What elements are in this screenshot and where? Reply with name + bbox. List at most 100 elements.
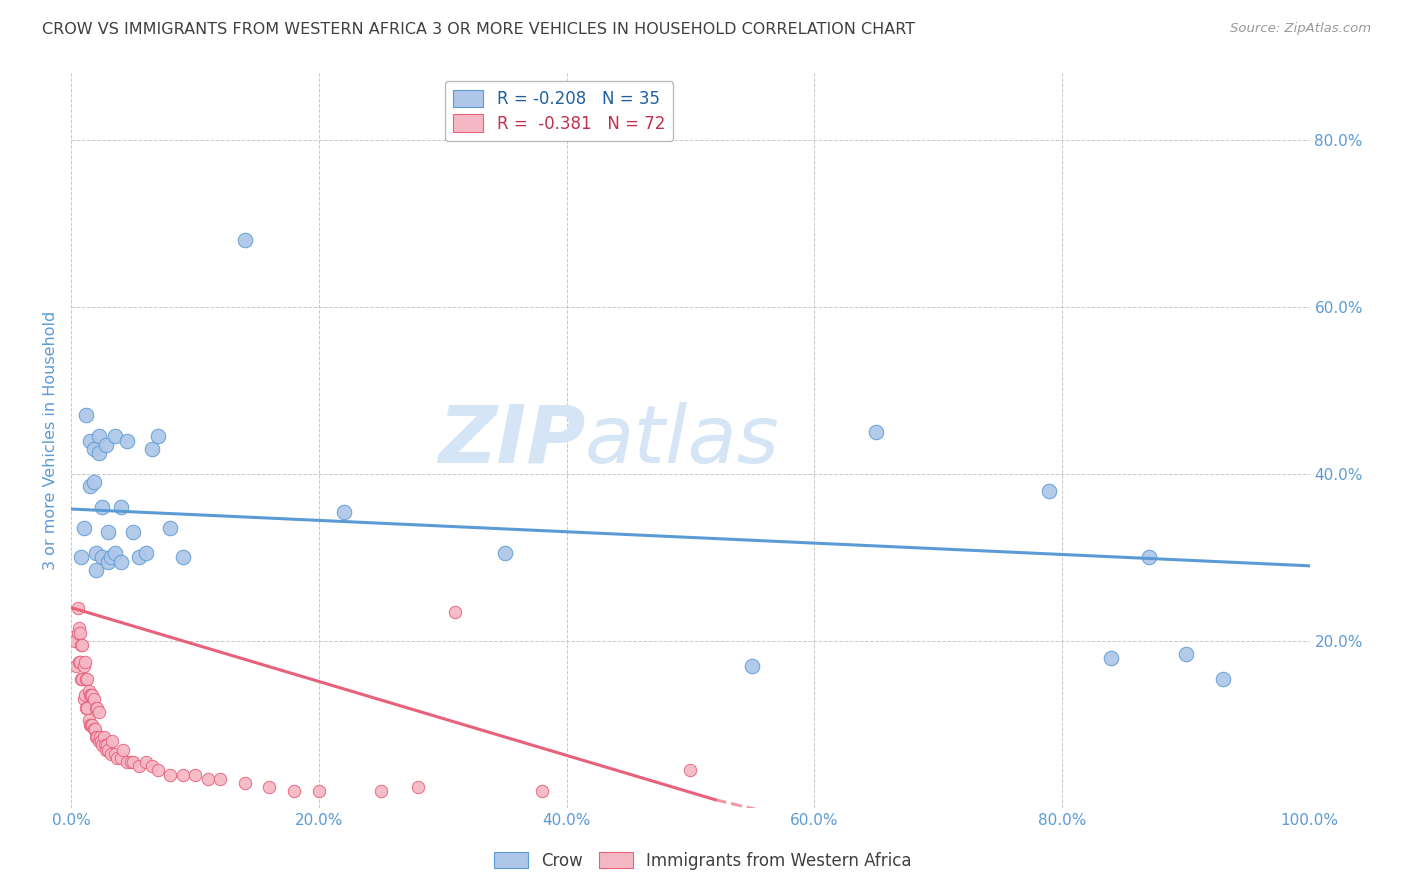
Point (259, 780, 281, 795)
Point (172, 550, 194, 565)
Point (75, 409, 97, 423)
Point (233, 233, 256, 247)
Point (87, 429, 110, 443)
Point (90, 734, 112, 748)
Point (91, 500, 114, 515)
Point (79, 434, 101, 448)
Point (172, 767, 194, 781)
Point (122, 755, 145, 769)
Point (1137, 550, 1160, 565)
Point (75, 672, 97, 686)
Point (83, 722, 105, 736)
Point (67, 655, 90, 669)
Point (530, 784, 553, 798)
Point (128, 759, 150, 773)
Point (865, 425, 887, 440)
Point (70, 550, 93, 565)
Point (93, 730, 115, 744)
Point (120, 755, 142, 769)
Point (100, 747, 122, 761)
Point (1212, 672, 1234, 686)
Point (89, 730, 111, 744)
Point (197, 772, 219, 786)
Point (112, 742, 135, 756)
Point (75, 701, 97, 715)
Point (80, 688, 103, 702)
Point (83, 722, 105, 736)
Point (96, 739, 118, 753)
Point (104, 429, 127, 443)
Point (70, 672, 93, 686)
Point (65, 659, 87, 673)
Point (93, 739, 115, 753)
Point (76, 701, 98, 715)
Point (66, 625, 89, 640)
Point (370, 784, 392, 798)
Point (86, 730, 108, 744)
Point (110, 500, 132, 515)
Point (69, 655, 91, 669)
Point (91, 739, 114, 753)
Point (494, 546, 516, 560)
Point (69, 625, 91, 640)
Point (159, 521, 181, 535)
Point (66, 600, 89, 615)
Point (1174, 647, 1197, 661)
Point (82, 717, 104, 731)
Point (159, 767, 181, 781)
Point (233, 776, 256, 790)
Point (67, 622, 90, 636)
Point (97, 555, 120, 569)
Point (86, 701, 108, 715)
Point (94, 742, 117, 756)
Point (208, 772, 231, 786)
Point (104, 546, 127, 560)
Point (97, 525, 120, 540)
Point (110, 555, 132, 569)
Point (184, 767, 207, 781)
Point (79, 717, 101, 731)
Point (72, 638, 94, 652)
Point (80, 717, 103, 731)
Point (679, 764, 702, 778)
Point (122, 525, 145, 540)
Point (73, 692, 96, 706)
Legend: R = -0.208   N = 35, R =  -0.381   N = 72: R = -0.208 N = 35, R = -0.381 N = 72 (444, 81, 673, 141)
Point (146, 429, 169, 443)
Point (72, 672, 94, 686)
Point (94, 438, 117, 452)
Point (87, 446, 110, 460)
Point (84, 701, 107, 715)
Point (141, 759, 163, 773)
Point (101, 734, 124, 748)
Point (100, 550, 122, 565)
Point (73, 659, 96, 673)
Y-axis label: 3 or more Vehicles in Household: 3 or more Vehicles in Household (44, 311, 58, 570)
Point (115, 434, 138, 448)
Point (84, 563, 107, 577)
Point (1099, 650, 1122, 665)
Point (110, 751, 132, 765)
Point (79, 688, 101, 702)
Point (87, 705, 110, 719)
Point (406, 780, 429, 795)
Point (283, 784, 305, 798)
Point (91, 550, 114, 565)
Point (79, 479, 101, 493)
Point (73, 688, 96, 702)
Point (83, 475, 105, 490)
Point (332, 504, 354, 518)
Point (84, 546, 107, 560)
Point (115, 755, 138, 769)
Point (128, 550, 150, 565)
Point (83, 442, 105, 456)
Point (77, 684, 100, 698)
Legend: Crow, Immigrants from Western Africa: Crow, Immigrants from Western Africa (488, 846, 918, 877)
Point (105, 751, 128, 765)
Point (83, 692, 105, 706)
Point (141, 442, 163, 456)
Text: Source: ZipAtlas.com: Source: ZipAtlas.com (1230, 22, 1371, 36)
Point (73, 521, 96, 535)
Text: ZIP: ZIP (437, 401, 585, 480)
Point (146, 764, 169, 778)
